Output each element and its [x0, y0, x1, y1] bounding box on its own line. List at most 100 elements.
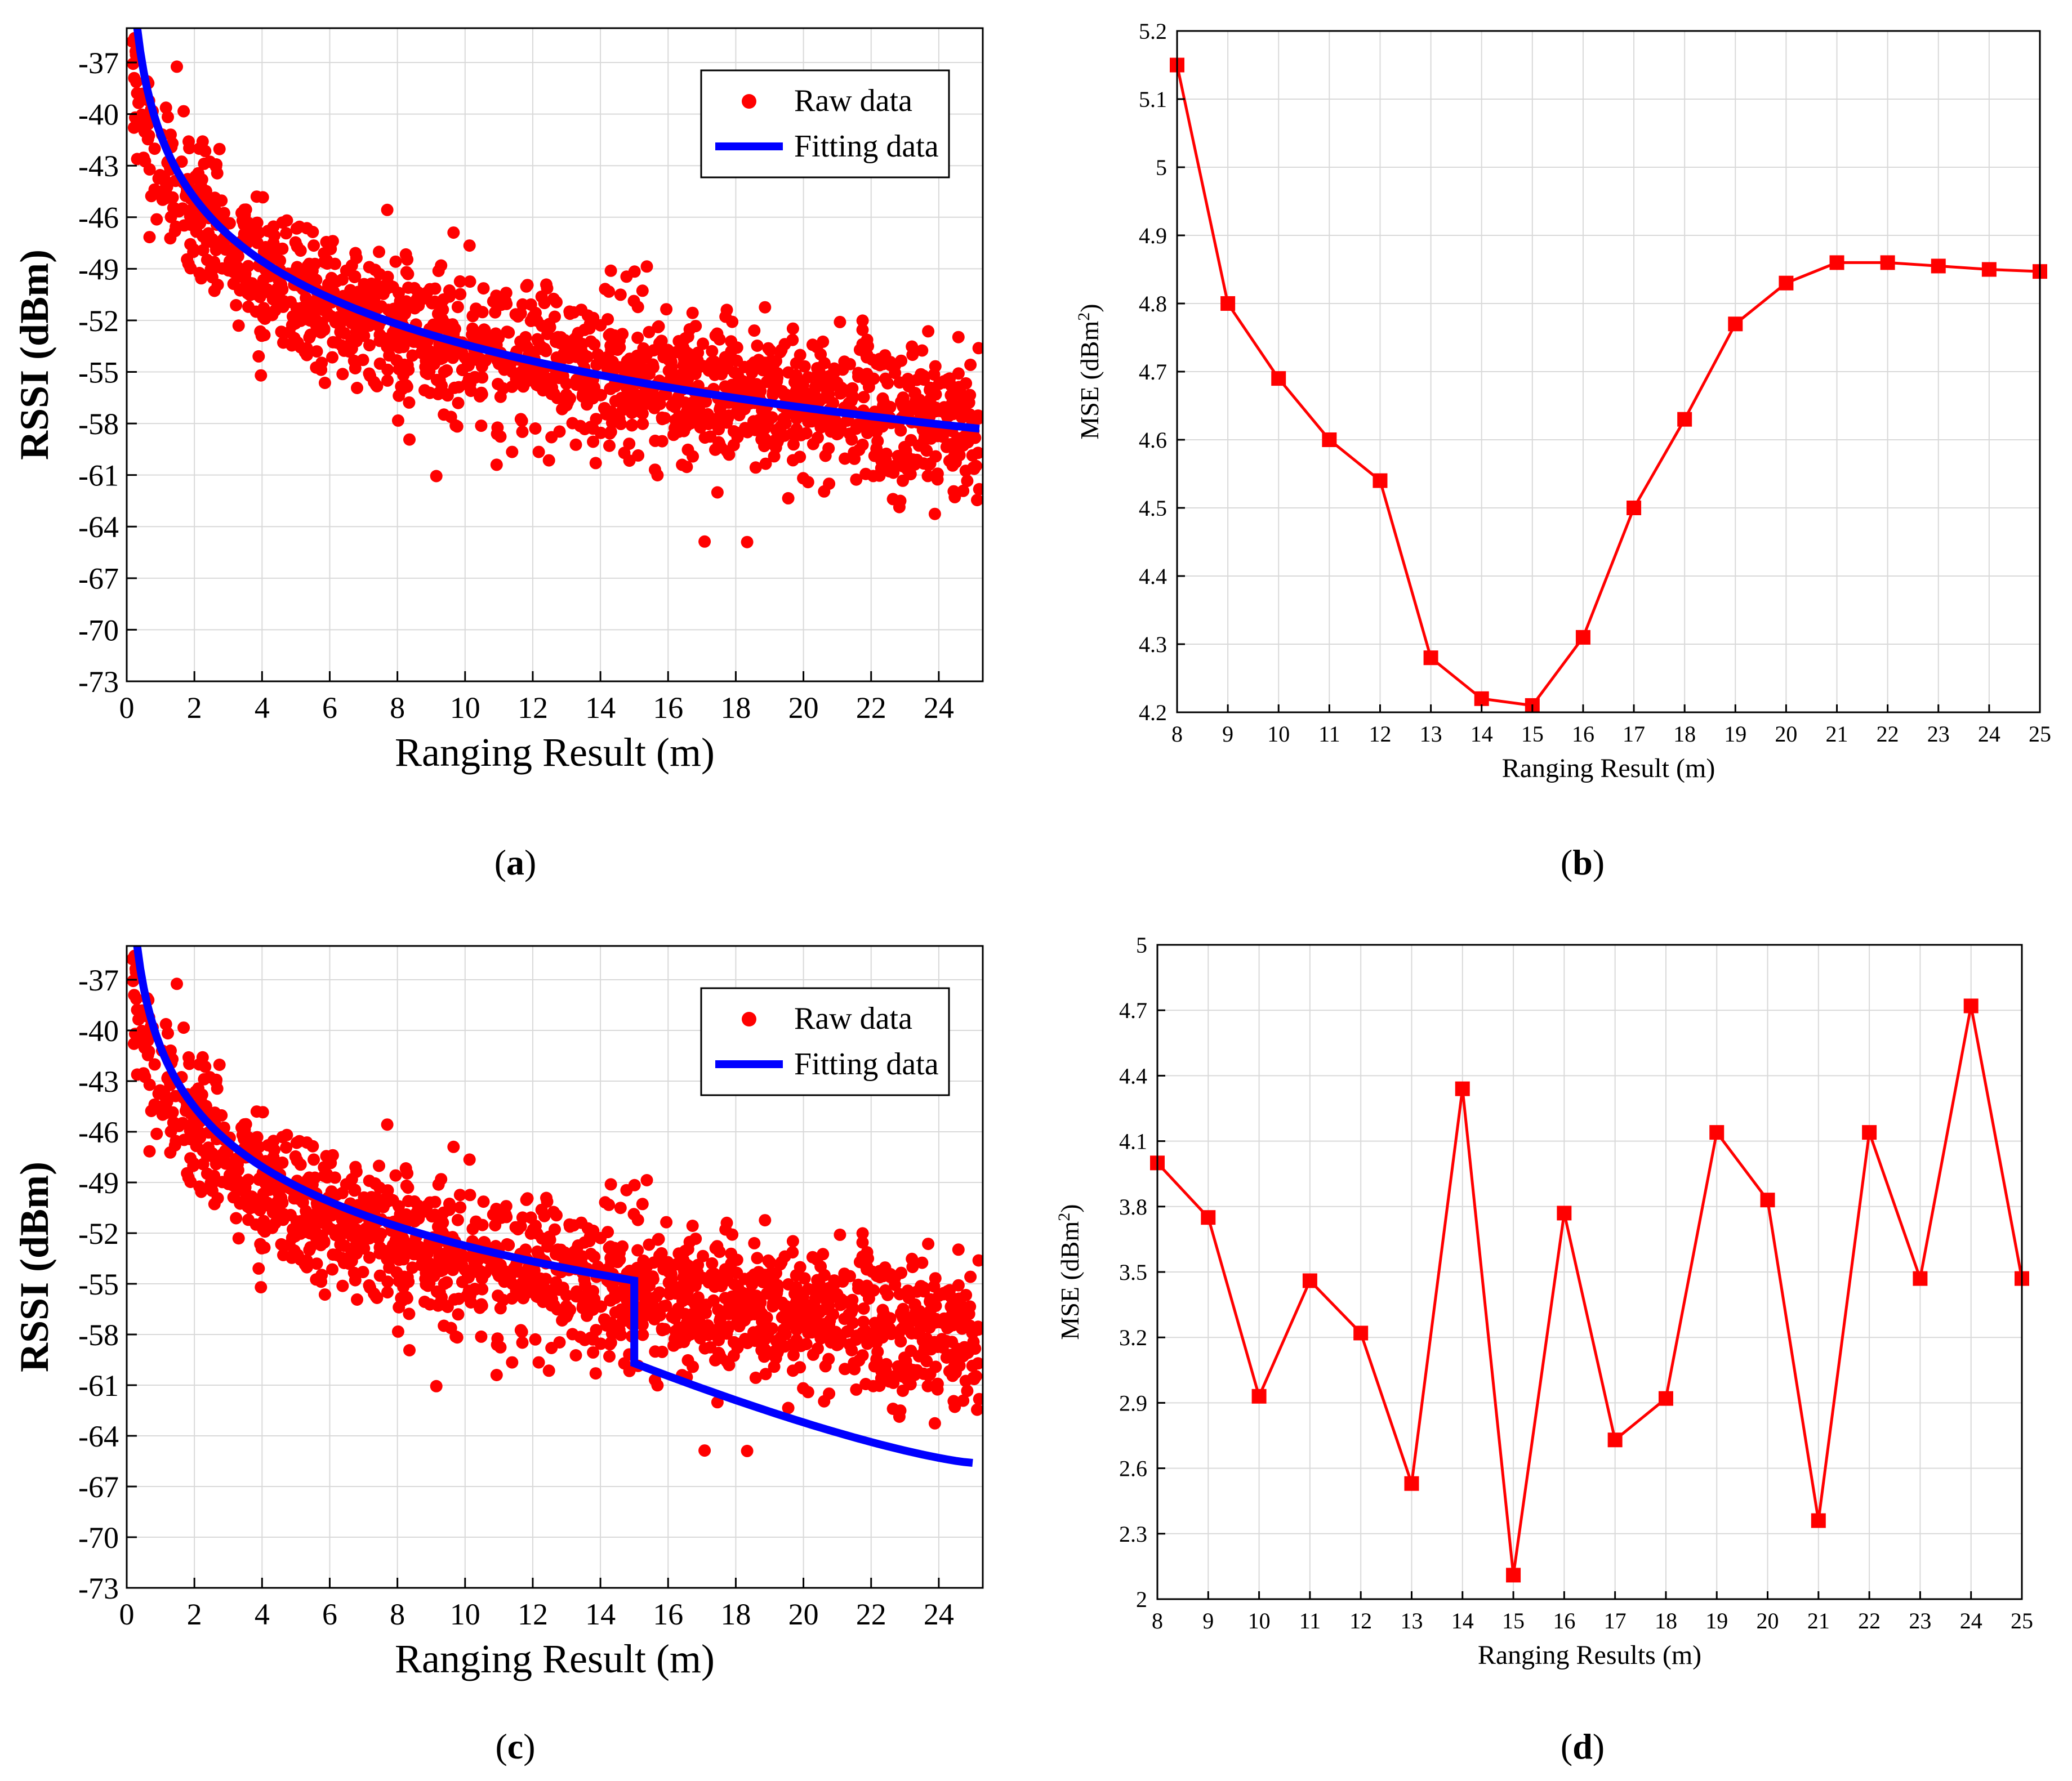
raw-data-point — [751, 340, 764, 352]
raw-data-point — [475, 419, 488, 432]
raw-data-point — [345, 1220, 358, 1233]
raw-data-point — [400, 1292, 413, 1305]
raw-data-point — [506, 445, 519, 458]
raw-data-point — [294, 244, 307, 257]
raw-data-point — [656, 1345, 669, 1358]
raw-data-point — [750, 378, 763, 391]
raw-data-point — [574, 419, 587, 432]
raw-data-point — [672, 1321, 685, 1334]
raw-data-point — [662, 353, 675, 366]
mse-marker — [1627, 501, 1642, 515]
raw-data-point — [371, 1292, 384, 1304]
raw-data-point — [453, 275, 466, 288]
raw-data-point — [196, 135, 209, 148]
y-tick-label: 4.3 — [1139, 632, 1167, 657]
raw-data-point — [373, 1159, 385, 1172]
plot-area — [127, 946, 983, 1467]
raw-data-point — [588, 338, 601, 351]
raw-data-point — [643, 1291, 656, 1304]
x-tick-label: 13 — [1420, 721, 1442, 747]
raw-data-point — [769, 1345, 782, 1357]
raw-data-point — [587, 1346, 600, 1359]
raw-data-point — [586, 1300, 599, 1313]
x-tick-label: 24 — [924, 691, 954, 725]
chart-d: 8 9 10 11 12 13 14 15 16 17 18 19 20 21 22 23 24 2522.32.… — [1055, 932, 2034, 1670]
x-tick-label: 0 — [119, 1597, 135, 1631]
raw-data-point — [810, 1302, 822, 1315]
raw-data-point — [159, 101, 172, 114]
y-tick-label: 5.2 — [1139, 19, 1167, 44]
x-tick-label: 17 — [1623, 721, 1645, 747]
raw-data-point — [407, 336, 420, 348]
mse-marker — [1220, 296, 1236, 311]
y-tick-label: -64 — [78, 1420, 119, 1453]
raw-data-point — [288, 332, 301, 345]
mse-marker — [1575, 630, 1590, 645]
raw-data-point — [222, 1177, 235, 1190]
legend-fit-label: Fitting data — [794, 129, 939, 164]
raw-data-point — [929, 401, 942, 414]
raw-data-point — [822, 1353, 835, 1365]
x-tick-label: 24 — [1960, 1608, 1982, 1633]
raw-data-point — [898, 441, 911, 453]
x-tick-label: 8 — [1171, 721, 1183, 747]
raw-data-point — [844, 358, 856, 371]
raw-data-point — [850, 1383, 863, 1396]
raw-data-point — [379, 279, 392, 292]
raw-data-point — [782, 492, 795, 505]
raw-data-point — [902, 1292, 915, 1305]
raw-data-point — [389, 1169, 402, 1182]
raw-data-point — [758, 356, 771, 369]
y-axis-label-sup: 2 — [1075, 313, 1093, 321]
y-tick-label: -52 — [78, 304, 119, 338]
mse-marker — [1607, 1432, 1623, 1448]
raw-data-point — [694, 1332, 707, 1345]
raw-data-point — [587, 435, 600, 448]
caption-b: (b) — [1560, 842, 1605, 882]
x-tick-label: 10 — [1267, 721, 1290, 747]
raw-data-point — [202, 1145, 215, 1158]
raw-data-point — [638, 369, 651, 382]
raw-data-point — [336, 1213, 349, 1226]
raw-data-point — [569, 1349, 582, 1362]
raw-data-point — [399, 1162, 412, 1175]
x-tick-label: 14 — [1451, 1608, 1474, 1633]
mse-marker — [1913, 1271, 1928, 1286]
raw-data-point — [605, 1316, 618, 1329]
raw-data-point — [824, 416, 837, 429]
raw-data-point — [530, 365, 543, 378]
raw-data-point — [349, 247, 362, 260]
mse-marker — [1658, 1391, 1673, 1406]
raw-data-point — [275, 278, 288, 291]
raw-data-point — [787, 1349, 800, 1362]
raw-data-point — [614, 288, 627, 301]
raw-data-point — [443, 1203, 456, 1216]
y-tick-label: 2.3 — [1119, 1521, 1147, 1547]
raw-data-point — [862, 373, 875, 386]
y-tick-label: -55 — [78, 355, 119, 389]
raw-data-point — [613, 412, 626, 425]
raw-data-point — [403, 433, 416, 446]
mse-marker — [1981, 262, 1997, 277]
raw-data-point — [973, 483, 983, 496]
raw-data-point — [695, 1305, 708, 1318]
raw-data-point — [250, 1105, 263, 1118]
raw-data-point — [176, 202, 189, 215]
raw-data-point — [443, 290, 456, 303]
raw-data-point — [603, 1198, 616, 1211]
raw-data-point — [238, 1123, 251, 1136]
mse-marker — [1373, 473, 1388, 488]
raw-data-point — [856, 323, 869, 336]
raw-data-point — [546, 1293, 559, 1306]
raw-data-point — [793, 1320, 806, 1333]
raw-data-point — [280, 227, 293, 240]
raw-data-point — [831, 1288, 844, 1301]
raw-data-point — [455, 1252, 468, 1265]
raw-data-point — [828, 1278, 841, 1291]
raw-data-point — [330, 1248, 343, 1261]
raw-data-point — [961, 475, 974, 488]
raw-data-point — [369, 1191, 382, 1204]
raw-data-point — [164, 211, 177, 224]
raw-data-point — [839, 452, 852, 465]
raw-data-point — [614, 1202, 627, 1215]
